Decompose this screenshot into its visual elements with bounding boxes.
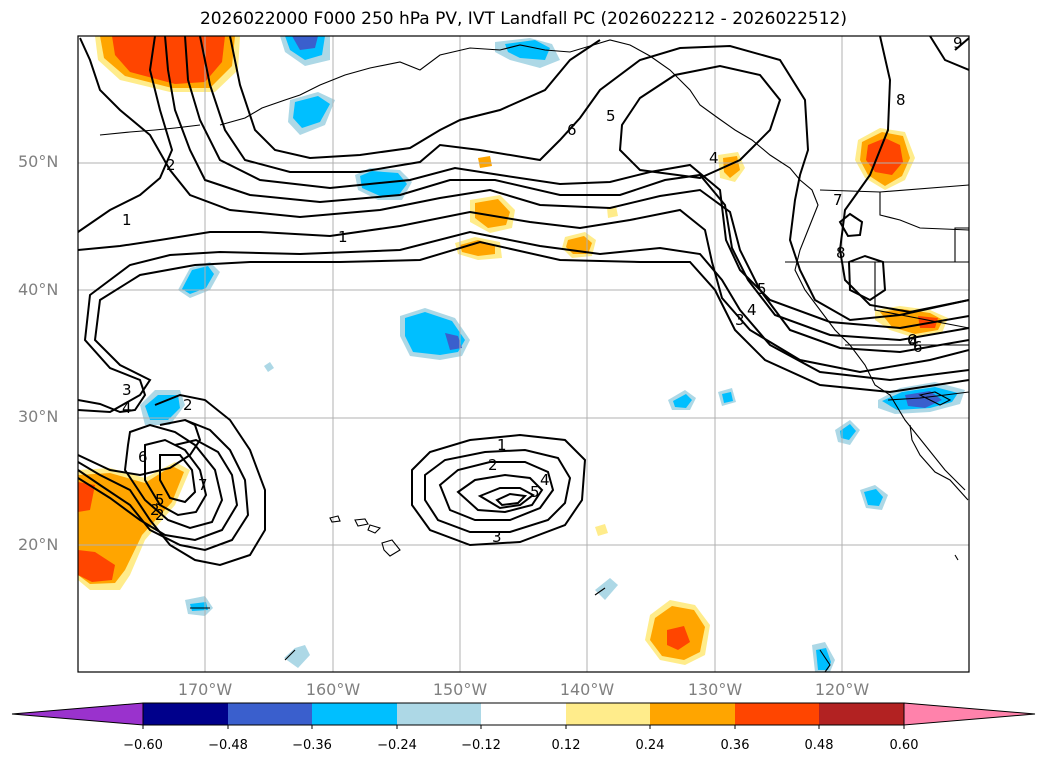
colorbar-extend-low — [11, 702, 144, 726]
contour-label: 5 — [757, 280, 767, 298]
contour-label: 4 — [540, 471, 550, 489]
lon-label-160w: 160°W — [305, 680, 361, 699]
colorbar-tick-label: 0.24 — [635, 738, 665, 753]
lat-label-20n: 20°N — [18, 535, 59, 554]
pv-fill-layer — [78, 36, 965, 672]
contour-label: 7 — [833, 191, 843, 209]
map-area — [78, 36, 969, 672]
contour-label: 1 — [338, 228, 348, 246]
lat-label-40n: 40°N — [18, 280, 59, 299]
colorbar-extend-high — [903, 702, 1036, 726]
contour-label: 7 — [198, 476, 208, 494]
lon-label-130w: 130°W — [687, 680, 743, 699]
colorbar-seg — [650, 703, 735, 725]
lon-label-150w: 150°W — [432, 680, 488, 699]
contour-label: 6 — [567, 121, 577, 139]
contour-label: 9 — [953, 34, 963, 52]
colorbar-tick-label: −0.12 — [461, 738, 501, 753]
lon-label-170w: 170°W — [177, 680, 233, 699]
contour-label: 1 — [497, 436, 507, 454]
colorbar-seg — [819, 703, 904, 725]
lat-label-50n: 50°N — [18, 152, 59, 171]
pv-contours — [78, 36, 969, 567]
contour-label: 3 — [735, 311, 745, 329]
colorbar-tick-label: −0.48 — [208, 738, 248, 753]
colorbar-seg — [481, 703, 566, 725]
contour-label: 5 — [155, 491, 165, 509]
contour-label: 3 — [122, 381, 132, 399]
lat-label-30n: 30°N — [18, 407, 59, 426]
lon-label-120w: 120°W — [814, 680, 870, 699]
contour-label: 2 — [183, 396, 193, 414]
colorbar-tick-label: 0.60 — [889, 738, 919, 753]
contour-label: 5 — [606, 107, 616, 125]
contour-label: 8 — [896, 91, 906, 109]
contour-label: 6 — [913, 338, 923, 356]
colorbar-seg — [566, 703, 650, 725]
colorbar-seg — [735, 703, 819, 725]
colorbar-tick-label: −0.60 — [123, 738, 163, 753]
colorbar-seg — [143, 703, 228, 725]
colorbar-seg — [397, 703, 481, 725]
contour-label: 5 — [530, 483, 540, 501]
contour-labels: 1 1 2 2 3 4 2 6 7 5 1 2 3 4 5 6 5 4 3 4 … — [122, 34, 963, 546]
map-title: 2026022000 F000 250 hPa PV, IVT Landfall… — [199, 9, 847, 29]
contour-label: 4 — [709, 149, 719, 167]
map-border — [77, 35, 970, 673]
contour-label: 4 — [122, 399, 132, 417]
colorbar-tick-label: 0.12 — [551, 738, 581, 753]
colorbar-tick-label: 0.48 — [804, 738, 834, 753]
contour-label: 2 — [150, 501, 160, 519]
contour-label: 3 — [492, 528, 502, 546]
lon-label-140w: 140°W — [559, 680, 615, 699]
contour-label: 6 — [907, 331, 917, 349]
colorbar-seg — [228, 703, 312, 725]
contour-label: 2 — [155, 506, 165, 524]
contour-label: 2 — [166, 156, 176, 174]
colorbar-seg — [312, 703, 397, 725]
contour-label: 4 — [909, 332, 919, 350]
contour-label: 2 — [488, 456, 498, 474]
contour-label: 4 — [747, 301, 757, 319]
coastlines — [99, 39, 969, 672]
colorbar-tick-label: 0.36 — [720, 738, 750, 753]
colorbar-tick-label: −0.36 — [292, 738, 332, 753]
contour-label: 6 — [138, 448, 148, 466]
colorbar — [11, 702, 1036, 729]
colorbar-tick-label: −0.24 — [377, 738, 417, 753]
contour-label: 8 — [836, 244, 846, 262]
contour-label: 1 — [122, 211, 132, 229]
